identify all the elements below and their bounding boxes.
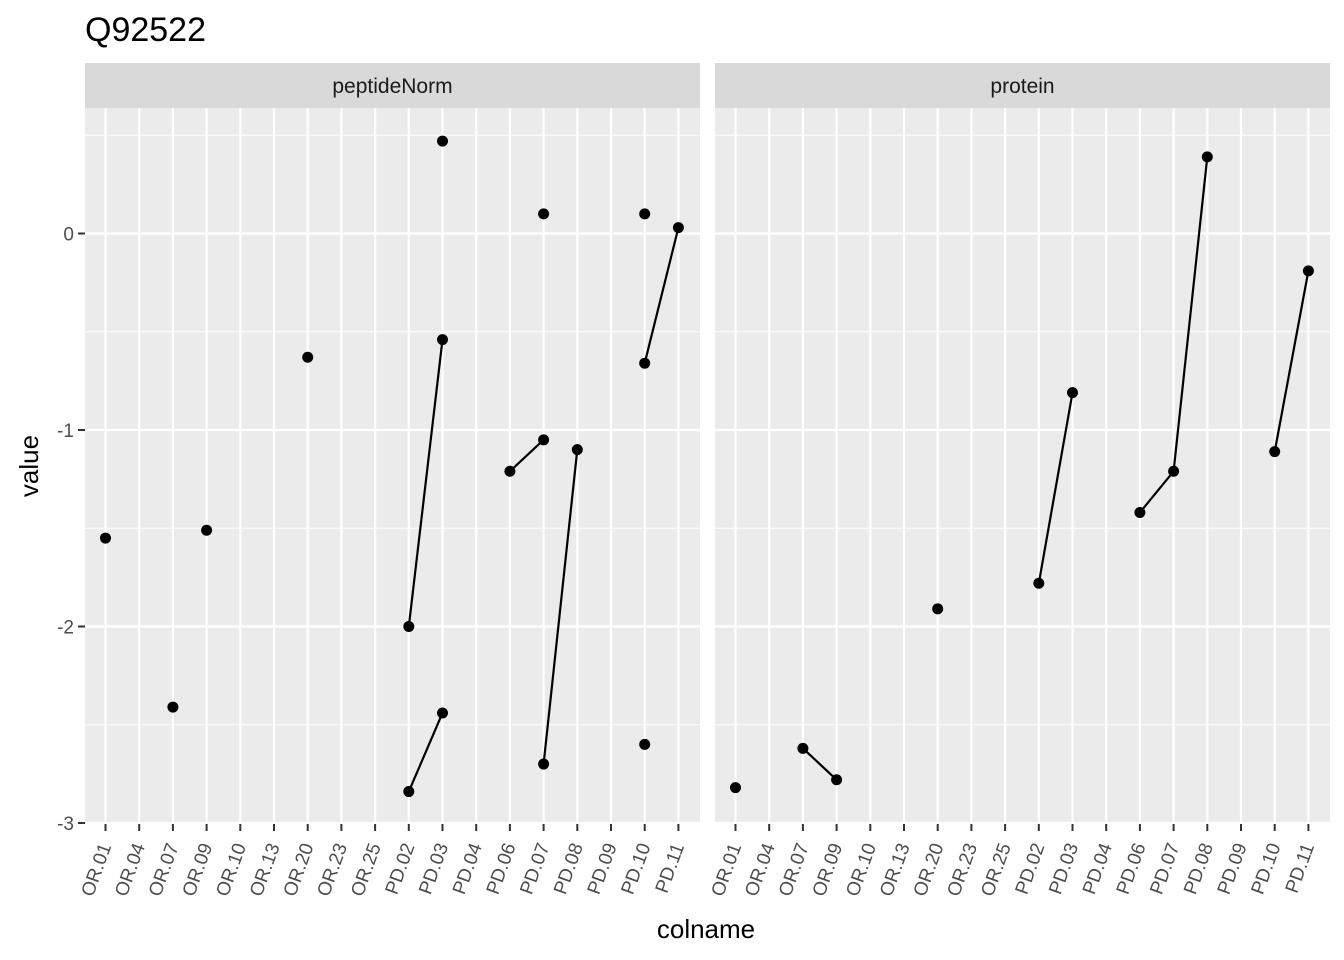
- y-tick-label: -3: [57, 814, 74, 835]
- y-axis-title: value: [14, 435, 44, 497]
- data-point: [538, 208, 550, 220]
- x-tick-label: OR.25: [977, 841, 1016, 900]
- x-tick-label: PD.11: [1282, 841, 1319, 896]
- data-point: [437, 707, 448, 719]
- y-tick-label: 0: [63, 225, 74, 246]
- data-point: [797, 742, 809, 754]
- data-point: [201, 524, 213, 536]
- x-tick-label: OR.09: [179, 841, 218, 900]
- chart-title: Q92522: [85, 11, 206, 49]
- data-point: [639, 357, 651, 369]
- facet-strip-label: protein: [990, 75, 1054, 98]
- data-point: [403, 621, 415, 632]
- series-line: [509, 439, 545, 473]
- data-point: [167, 701, 179, 713]
- data-point: [831, 774, 843, 786]
- data-point: [639, 738, 651, 750]
- x-tick-label: OR.13: [246, 841, 285, 900]
- panel-background: [85, 108, 700, 824]
- x-tick-label: PD.10: [1248, 841, 1286, 898]
- data-point: [1269, 446, 1281, 458]
- x-tick-label: PD.03: [415, 841, 453, 898]
- data-point: [730, 782, 741, 794]
- x-tick-label: OR.23: [944, 841, 983, 900]
- x-tick-label: OR.07: [145, 841, 184, 900]
- panel-protein: proteinOR.01OR.04OR.07OR.09OR.10OR.13OR.…: [708, 63, 1330, 899]
- x-tick-label: PD.03: [1045, 841, 1083, 898]
- x-tick-label: OR.25: [347, 841, 386, 900]
- series-line: [407, 339, 444, 627]
- data-point: [1067, 387, 1078, 399]
- panel-background: [715, 108, 1330, 824]
- data-point: [302, 351, 314, 363]
- x-tick-label: PD.09: [1214, 841, 1252, 898]
- y-tick-label: -1: [57, 421, 74, 442]
- data-point: [1201, 151, 1213, 163]
- x-tick-label: OR.10: [842, 841, 881, 900]
- x-tick-label: OR.01: [708, 841, 747, 900]
- series-line: [542, 449, 579, 765]
- data-point: [1302, 265, 1314, 277]
- facet-strip-label: peptideNorm: [332, 75, 452, 98]
- data-point: [437, 135, 448, 147]
- x-tick-label: PD.07: [1147, 841, 1185, 898]
- x-tick-label: PD.06: [1113, 841, 1151, 898]
- series-line: [802, 747, 838, 781]
- x-tick-label: OR.09: [809, 841, 848, 900]
- y-tick-label: -2: [57, 618, 74, 639]
- facet-strip: [715, 63, 1330, 108]
- x-tick-label: PD.08: [550, 841, 588, 898]
- data-point: [639, 208, 651, 220]
- data-point: [1033, 577, 1045, 589]
- x-tick-label: PD.04: [1079, 840, 1117, 897]
- panels: peptideNormOR.01OR.04OR.07OR.09OR.10OR.1…: [78, 63, 1330, 899]
- x-tick-label: PD.02: [1012, 841, 1050, 898]
- data-point: [571, 444, 583, 456]
- series-line: [1037, 392, 1074, 584]
- x-tick-label: OR.01: [78, 841, 117, 900]
- data-point: [437, 334, 448, 346]
- x-tick-label: OR.13: [876, 841, 915, 900]
- series-line: [643, 227, 680, 364]
- data-point: [538, 434, 550, 446]
- x-tick-label: PD.06: [483, 841, 521, 898]
- x-tick-label: PD.07: [517, 841, 555, 898]
- x-tick-label: PD.02: [382, 841, 420, 898]
- x-tick-label: OR.20: [280, 841, 319, 900]
- x-axis-title: colname: [657, 914, 755, 944]
- x-tick-label: OR.07: [775, 841, 814, 900]
- y-axis: 0 -1 -2 -3: [57, 225, 85, 835]
- series-line: [407, 712, 444, 792]
- x-tick-label: OR.23: [314, 841, 353, 900]
- series-line: [1273, 270, 1310, 452]
- panel-peptideNorm: peptideNorm OR.01OR.04OR.07OR.09OR.10OR.1…: [78, 63, 700, 899]
- data-point: [403, 786, 415, 798]
- x-tick-label: OR.20: [910, 841, 949, 900]
- data-point: [1134, 507, 1146, 519]
- x-tick-label: PD.08: [1180, 841, 1218, 898]
- data-point: [932, 603, 944, 615]
- data-point: [538, 758, 550, 770]
- x-tick-label: PD.10: [618, 841, 656, 898]
- x-tick-label: PD.09: [584, 841, 622, 898]
- data-point: [504, 465, 516, 477]
- x-tick-label: PD.04: [449, 840, 487, 897]
- facet-strip: [85, 63, 700, 108]
- x-tick-label: OR.04: [111, 840, 150, 899]
- x-tick-label: PD.11: [652, 841, 689, 896]
- x-tick-label: OR.04: [741, 840, 780, 899]
- data-point: [672, 222, 684, 234]
- data-point: [100, 532, 111, 544]
- x-tick-label: OR.10: [212, 841, 251, 900]
- data-point: [1168, 465, 1180, 477]
